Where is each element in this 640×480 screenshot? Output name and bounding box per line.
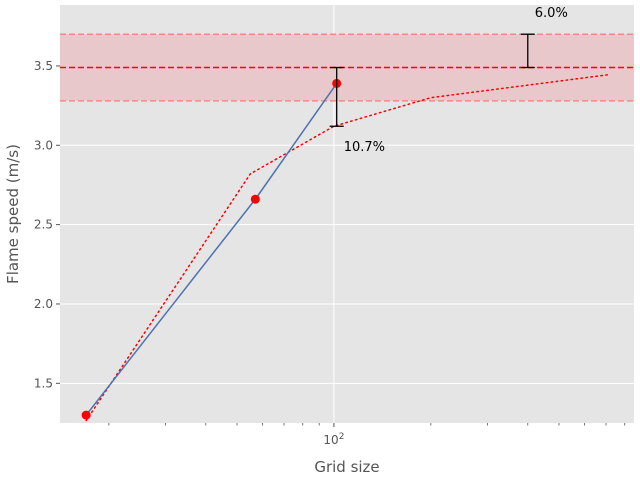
data-point-marker — [81, 410, 91, 420]
annotations: 10.7% 6.0% — [329, 6, 568, 155]
annotation-label: 10.7% — [344, 140, 385, 155]
y-tick-label: 3.5 — [34, 59, 53, 73]
y-tick-label: 2.0 — [34, 297, 53, 311]
x-axis-ticks: 102 — [108, 423, 626, 447]
x-axis-label: Grid size — [314, 458, 379, 476]
x-tick-label: 102 — [323, 432, 344, 447]
tolerance-band — [60, 33, 634, 102]
y-axis-ticks: 1.5 2.0 2.5 3.0 3.5 — [34, 59, 60, 390]
y-axis-label: Flame speed (m/s) — [4, 144, 22, 284]
y-tick-label: 2.5 — [34, 218, 53, 232]
annotation-label: 6.0% — [535, 6, 568, 21]
y-tick-label: 3.0 — [34, 138, 53, 152]
y-tick-label: 1.5 — [34, 376, 53, 390]
data-point-marker — [250, 194, 260, 204]
